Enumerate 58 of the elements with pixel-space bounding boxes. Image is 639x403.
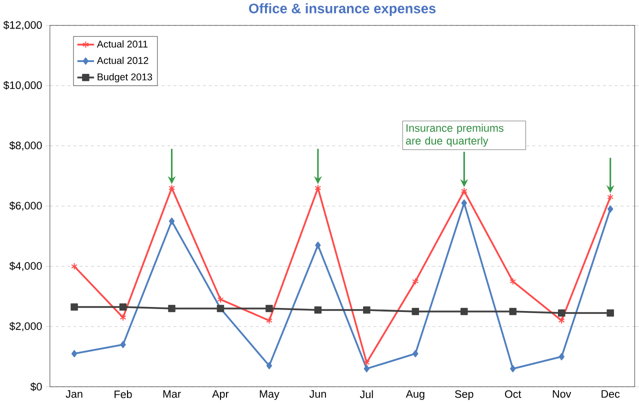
x-tick-label: Jun <box>309 390 326 398</box>
x-tick-label: Mar <box>163 390 181 398</box>
point <box>510 278 516 285</box>
point <box>314 306 322 314</box>
point <box>363 358 370 366</box>
point <box>460 187 468 195</box>
legend-label: Actual 2012 <box>96 56 148 64</box>
y-tick-label: $8,000 <box>9 141 42 150</box>
point <box>168 184 175 192</box>
x-tick-label: Jul <box>360 390 373 398</box>
point <box>119 303 127 310</box>
point <box>412 278 419 285</box>
point <box>71 262 78 270</box>
point <box>315 241 321 249</box>
chart-title: Office & insurance expenses <box>249 3 436 16</box>
x-tick-label: Sep <box>455 390 474 400</box>
x-tick-label: Jan <box>66 390 82 398</box>
point <box>70 303 78 310</box>
legend-label: Budget 2013 <box>98 73 152 82</box>
point <box>412 308 420 315</box>
point <box>608 205 614 213</box>
point <box>412 350 418 358</box>
point <box>558 309 566 316</box>
point <box>558 352 564 360</box>
y-tick-label: $10,000 <box>3 80 42 90</box>
y-tick-label: $2,000 <box>9 322 42 332</box>
point <box>217 296 224 303</box>
point <box>314 184 322 192</box>
point <box>364 364 370 372</box>
x-tick-label: May <box>260 390 280 400</box>
y-tick-label: $6,000 <box>9 201 42 211</box>
point <box>606 309 614 316</box>
point <box>266 316 272 324</box>
point <box>168 217 175 225</box>
x-tick-label: Oct <box>504 390 522 398</box>
point <box>363 306 370 314</box>
x-tick-label: Aug <box>406 390 424 400</box>
y-tick-label: $12,000 <box>3 20 42 30</box>
x-tick-label: Feb <box>114 390 132 398</box>
x-tick-label: Apr <box>212 390 229 400</box>
point <box>168 304 176 312</box>
annotation: Insurance premiums are due quarterly <box>406 124 504 147</box>
point <box>120 314 126 322</box>
point <box>607 193 614 201</box>
point <box>266 304 273 312</box>
point <box>509 308 517 315</box>
legend-label: Actual 2011 <box>96 40 148 48</box>
point <box>266 362 272 370</box>
point <box>120 340 126 348</box>
x-tick-label: Nov <box>552 390 572 398</box>
y-tick-label: $4,000 <box>9 262 42 271</box>
point <box>460 308 468 315</box>
point <box>510 364 516 372</box>
point <box>461 199 467 207</box>
point <box>558 316 565 324</box>
x-tick-label: Dec <box>602 390 620 398</box>
y-tick-label: $0 <box>30 382 42 392</box>
point <box>71 350 78 358</box>
